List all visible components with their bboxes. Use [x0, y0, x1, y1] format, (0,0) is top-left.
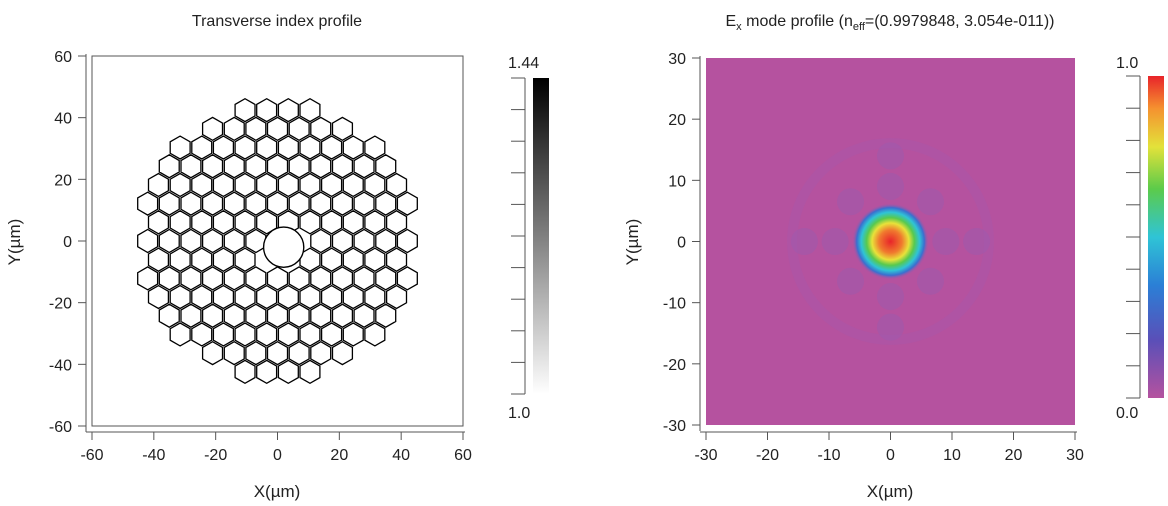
mode-y-tick-label: -30: [663, 418, 686, 435]
index-colorbar: 1.44 1.0: [508, 55, 549, 422]
fiber-structure: [137, 97, 418, 385]
index-x-tick-label: -60: [80, 447, 103, 464]
mode-colorbar-gradient: [1148, 76, 1164, 398]
mode-profile-title: Ex mode profile (neff=(0.9979848, 3.054e…: [726, 13, 1055, 33]
mode-x-tick-label: 30: [1066, 447, 1084, 464]
mode-spot: [852, 203, 929, 280]
index-profile-axes: -60 -40 -20 0 20 40 60 60 40 20 0 -20 -40 -60: [49, 49, 472, 464]
index-colorbar-ticks: [511, 77, 526, 395]
mode-side-lobe: [876, 313, 905, 341]
hollow-core: [262, 226, 305, 268]
mode-x-tick-label: -20: [756, 447, 779, 464]
index-colorbar-gradient: [533, 78, 549, 394]
mode-y-tick-label: 20: [668, 112, 686, 129]
mode-side-lobe: [836, 188, 865, 216]
index-colorbar-min: 1.0: [508, 405, 530, 422]
mode-side-lobe: [821, 227, 849, 256]
mode-side-lobe: [963, 227, 991, 256]
mode-side-lobes: [787, 138, 994, 345]
index-y-tick-label: -20: [49, 296, 72, 313]
index-y-tick-label: 0: [63, 234, 72, 251]
index-profile-ylabel: Y(µm): [5, 219, 24, 266]
cladding-walls: [137, 97, 418, 385]
mode-profile-axes: -30 -20 -10 0 10 20 30 30 20 10 0 -10 -20 -30: [663, 51, 1084, 464]
mode-y-tick-label: -20: [663, 357, 686, 374]
mode-profile-xlabel: X(µm): [867, 482, 914, 501]
mode-x-tick-label: 10: [943, 447, 961, 464]
index-x-tick-label: 20: [330, 447, 348, 464]
mode-side-lobe: [876, 172, 905, 200]
mode-side-lobe: [916, 188, 945, 216]
index-colorbar-max: 1.44: [508, 55, 539, 72]
mode-y-tick-label: 0: [677, 235, 686, 252]
index-profile-xlabel: X(µm): [254, 482, 301, 501]
mode-side-lobe: [876, 142, 905, 170]
mode-side-lobe: [916, 267, 945, 295]
mode-side-lobe: [876, 283, 905, 311]
index-y-tick-label: 60: [54, 49, 72, 66]
index-x-tick-label: -40: [142, 447, 165, 464]
mode-colorbar-ticks: [1126, 75, 1141, 399]
index-x-tick-label: 60: [454, 447, 472, 464]
mode-y-tick-label: -10: [663, 296, 686, 313]
mode-colorbar-min: 0.0: [1116, 405, 1138, 422]
index-x-tick-label: 0: [273, 447, 282, 464]
mode-x-tick-label: -10: [817, 447, 840, 464]
mode-y-tick-label: 30: [668, 51, 686, 68]
mode-colorbar-max: 1.0: [1116, 55, 1138, 72]
mode-halo: [787, 138, 994, 345]
index-profile-plot: Transverse index profile -60 -40 -20 0 20 40 6…: [5, 13, 549, 501]
index-x-tick-label: -20: [204, 447, 227, 464]
index-y-tick-label: 20: [54, 172, 72, 189]
mode-x-tick-label: 20: [1005, 447, 1023, 464]
index-x-tick-label: 40: [392, 447, 410, 464]
index-y-tick-label: 40: [54, 111, 72, 128]
mode-x-tick-label: 0: [886, 447, 895, 464]
index-y-tick-label: -60: [49, 419, 72, 436]
index-y-tick-label: -40: [49, 357, 72, 374]
mode-profile-plot: Ex mode profile (neff=(0.9979848, 3.054e…: [623, 13, 1164, 501]
mode-y-tick-label: 10: [668, 173, 686, 190]
mode-colorbar: 1.0 0.0: [1116, 55, 1164, 422]
mode-profile-ylabel: Y(µm): [623, 219, 642, 266]
mode-side-lobe: [790, 227, 818, 256]
mode-side-lobe: [932, 227, 960, 256]
index-profile-title: Transverse index profile: [192, 13, 362, 30]
mode-side-lobe: [836, 267, 865, 295]
mode-x-tick-label: -30: [694, 447, 717, 464]
